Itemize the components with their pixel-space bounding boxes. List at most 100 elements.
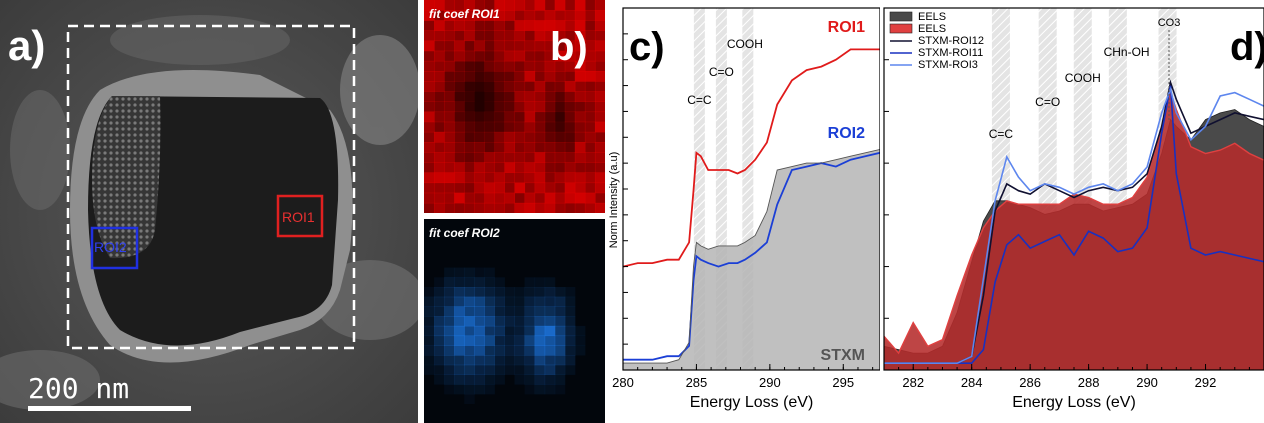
map-pixel: [554, 325, 566, 337]
map-pixel: [434, 60, 445, 72]
map-pixel: [564, 71, 576, 82]
map-pixel: [524, 152, 536, 163]
c-axes: [622, 7, 880, 371]
map-pixel: [554, 142, 566, 153]
map-pixel: [574, 40, 586, 52]
map-pixel: [464, 142, 475, 153]
map-pixel: [524, 0, 536, 11]
map-pixel: [474, 364, 485, 375]
map-pixel: [514, 355, 526, 366]
map-pixel: [534, 40, 546, 52]
map-pixel: [574, 162, 586, 173]
map-pixel: [434, 316, 445, 327]
map-pixel: [514, 81, 526, 92]
map-pixel: [494, 0, 505, 11]
map-pixel: [434, 0, 445, 11]
map-pixel: [534, 162, 546, 173]
map-pixel: [474, 20, 485, 31]
map-pixel: [554, 162, 566, 173]
series-label-roi2: ROI2: [828, 125, 865, 142]
map-pixel: [494, 40, 505, 52]
map-pixel: [474, 81, 485, 92]
map-pixel: [544, 50, 556, 62]
map-pixel: [554, 91, 566, 102]
map-pixel: [494, 152, 505, 163]
map-pixel: [594, 131, 605, 143]
map-pixel: [484, 71, 495, 82]
map-pixel: [534, 30, 546, 42]
map-pixel: [544, 192, 556, 204]
map-pixel: [444, 325, 455, 337]
map-pixel: [514, 50, 526, 62]
map-pixel: [544, 60, 556, 72]
map-pixel: [564, 364, 576, 375]
map-pixel: [474, 111, 485, 123]
map-pixel: [594, 60, 605, 72]
map-pixel: [454, 325, 465, 337]
map-pixel: [564, 152, 576, 163]
map-pixel: [444, 50, 455, 62]
map-pixel: [474, 30, 485, 42]
map-pixel: [484, 111, 495, 123]
map-pixel: [564, 192, 576, 204]
map-pixel: [514, 101, 526, 113]
map-pixel: [534, 335, 546, 346]
map-pixel: [524, 306, 536, 317]
map-pixel: [574, 172, 586, 184]
map-pixel: [544, 0, 556, 11]
map-pixel: [464, 40, 475, 52]
map-pixel: [444, 0, 455, 11]
map-pixel: [504, 287, 515, 298]
map-pixel: [464, 335, 475, 346]
map-pixel: [444, 60, 455, 72]
map-pixel: [514, 152, 526, 163]
panel-a-letter: a): [8, 22, 45, 69]
map-pixel: [454, 81, 465, 92]
legend-label-1: EELS: [918, 23, 946, 35]
map-pixel: [534, 325, 546, 337]
map-pixel: [544, 101, 556, 113]
map-pixel: [494, 306, 505, 317]
map-pixel: [574, 81, 586, 92]
map-pixel: [554, 131, 566, 143]
map-pixel: [484, 335, 495, 346]
map-pixel: [524, 162, 536, 173]
x-tick-label: 286: [1019, 375, 1041, 390]
map-pixel: [584, 40, 596, 52]
panel-d-chart: 282 284 286 288 290 292 Energy Loss (eV) d) C=C C…: [880, 0, 1264, 423]
map-pixel: [504, 306, 515, 317]
map-pixel: [464, 0, 475, 11]
map-pixel: [584, 152, 596, 163]
map-pixel: [484, 325, 495, 337]
c-text: 280 285 290 295 Energy Loss (eV) Norm Intensi…: [608, 19, 865, 411]
roi2-box: [90, 226, 139, 270]
scale-bar: [28, 406, 191, 411]
map-pixel: [424, 20, 435, 31]
map-pixel: [454, 296, 465, 307]
series-line-0: [622, 48, 880, 268]
map-pixel: [424, 287, 435, 298]
c-series: [622, 48, 880, 370]
map-label: fit coef ROI1: [429, 7, 500, 21]
map-pixel: [474, 384, 485, 395]
map-pixel: [554, 0, 566, 11]
map-pixel: [524, 142, 536, 153]
map-pixel: [564, 162, 576, 173]
map-pixel: [534, 81, 546, 92]
map-pixel: [574, 182, 586, 194]
map-pixel: [494, 121, 505, 133]
map-pixel: [554, 121, 566, 133]
map-pixel: [564, 355, 576, 366]
map-pixel: [434, 40, 445, 52]
map-pixel: [534, 71, 546, 82]
map-pixel: [504, 60, 515, 72]
legend-label-3: STXM-ROI11: [918, 47, 983, 59]
legend-label-0: EELS: [918, 11, 946, 23]
map-pixel: [484, 60, 495, 72]
map-pixel: [524, 364, 536, 375]
map-pixel: [434, 374, 445, 385]
map-pixel: [444, 71, 455, 82]
map-pixel: [434, 142, 445, 153]
map-pixel: [504, 182, 515, 194]
